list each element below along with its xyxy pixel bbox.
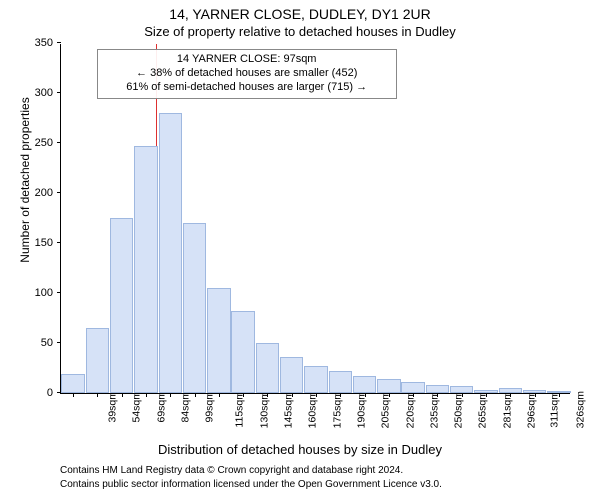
y-tick-label: 100 (35, 287, 61, 299)
x-tick-mark (365, 393, 366, 397)
x-tick-mark (486, 393, 487, 397)
x-axis-label: Distribution of detached houses by size … (0, 442, 600, 457)
y-tick-label: 300 (35, 87, 61, 99)
y-tick-mark (57, 242, 61, 243)
histogram-bar (280, 357, 303, 393)
x-tick-mark (316, 393, 317, 397)
y-tick-label: 150 (35, 237, 61, 249)
chart-title-address: 14, YARNER CLOSE, DUDLEY, DY1 2UR (0, 6, 600, 22)
histogram-bar (401, 382, 424, 393)
x-tick-mark (413, 393, 414, 397)
x-tick-mark (437, 393, 438, 397)
y-tick-mark (57, 392, 61, 393)
histogram-bar (231, 311, 254, 393)
y-tick-mark (57, 192, 61, 193)
y-tick-mark (57, 42, 61, 43)
x-tick-mark (122, 393, 123, 397)
histogram-bar (377, 379, 400, 393)
histogram-bar (256, 343, 279, 393)
x-tick-mark (146, 393, 147, 397)
x-tick-mark (97, 393, 98, 397)
chart-subtitle: Size of property relative to detached ho… (0, 24, 600, 39)
x-tick-label: 39sqm (105, 391, 119, 423)
x-tick-mark (559, 393, 560, 397)
y-tick-mark (57, 292, 61, 293)
x-tick-mark (535, 393, 536, 397)
chart-container: 14, YARNER CLOSE, DUDLEY, DY1 2UR Size o… (0, 0, 600, 500)
x-tick-mark (243, 393, 244, 397)
histogram-bar (110, 218, 133, 393)
x-tick-label: 341sqm (596, 391, 600, 428)
histogram-bar (304, 366, 327, 393)
x-tick-label: 54sqm (129, 391, 143, 423)
histogram-bar (450, 386, 473, 393)
plot-area: 14 YARNER CLOSE: 97sqm← 38% of detached … (60, 44, 570, 394)
histogram-bar (183, 223, 206, 393)
x-tick-mark (462, 393, 463, 397)
x-tick-mark (73, 393, 74, 397)
histogram-bar (159, 113, 182, 393)
y-tick-label: 50 (41, 337, 61, 349)
x-tick-mark (219, 393, 220, 397)
x-tick-mark (292, 393, 293, 397)
x-tick-mark (340, 393, 341, 397)
x-tick-label: 84sqm (178, 391, 192, 423)
histogram-bar (329, 371, 352, 393)
footer-line-1: Contains HM Land Registry data © Crown c… (60, 464, 442, 478)
y-tick-label: 0 (47, 387, 61, 399)
histogram-bar (353, 376, 376, 393)
x-tick-mark (510, 393, 511, 397)
histogram-bar (207, 288, 230, 393)
histogram-bar (86, 328, 109, 393)
y-tick-label: 350 (35, 37, 61, 49)
y-tick-mark (57, 342, 61, 343)
annotation-box: 14 YARNER CLOSE: 97sqm← 38% of detached … (97, 49, 397, 98)
y-tick-label: 200 (35, 187, 61, 199)
x-tick-mark (389, 393, 390, 397)
x-tick-label: 99sqm (202, 391, 216, 423)
x-tick-label: 69sqm (153, 391, 167, 423)
footer-line-2: Contains public sector information licen… (60, 478, 442, 492)
x-tick-mark (195, 393, 196, 397)
histogram-bar (134, 146, 157, 393)
x-tick-mark (170, 393, 171, 397)
attribution-footer: Contains HM Land Registry data © Crown c… (60, 464, 442, 491)
annotation-line: ← 38% of detached houses are smaller (45… (104, 67, 390, 81)
x-tick-label: 326sqm (572, 391, 586, 428)
y-tick-label: 250 (35, 137, 61, 149)
y-tick-mark (57, 142, 61, 143)
histogram-bar (426, 385, 449, 393)
annotation-line: 14 YARNER CLOSE: 97sqm (104, 53, 390, 67)
y-axis-label: Number of detached properties (18, 30, 32, 330)
annotation-line: 61% of semi-detached houses are larger (… (104, 81, 390, 95)
x-tick-mark (267, 393, 268, 397)
histogram-bar (61, 374, 84, 393)
y-tick-mark (57, 92, 61, 93)
